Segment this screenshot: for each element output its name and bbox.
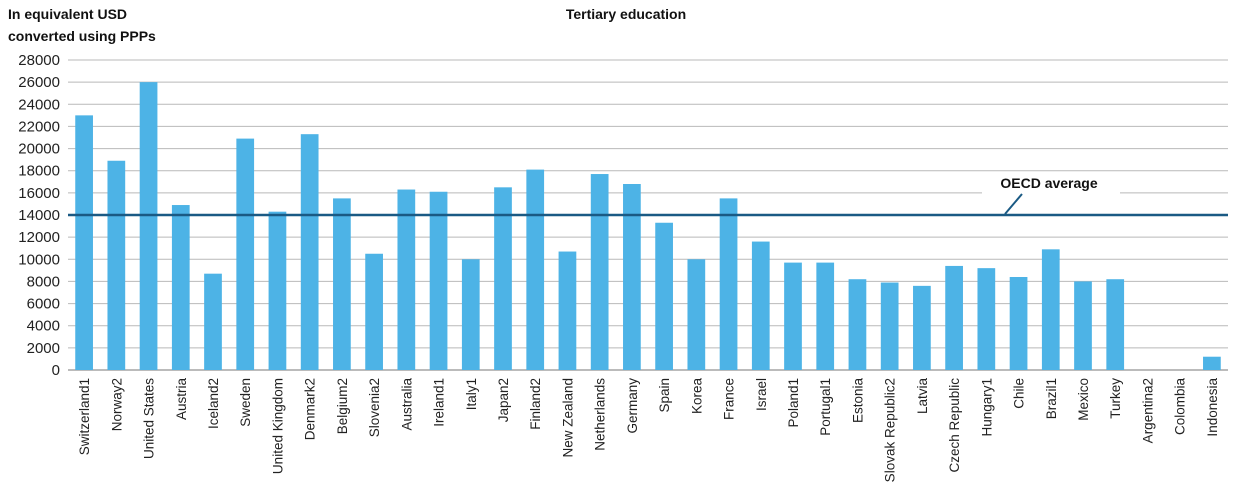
bar <box>365 253 383 370</box>
x-tick-label: Netherlands <box>593 378 608 451</box>
bar <box>268 211 287 370</box>
x-tick-label: Italy1 <box>464 378 479 410</box>
bar <box>75 115 93 370</box>
x-tick-label: Indonesia <box>1205 378 1220 437</box>
bar <box>558 251 577 370</box>
y-tick-label: 16000 <box>18 185 60 202</box>
oecd-average-label-background <box>982 172 1120 194</box>
bar <box>107 160 126 370</box>
x-tick-label: Poland1 <box>786 378 801 428</box>
y-tick-label: 22000 <box>18 118 60 135</box>
x-tick-label: France <box>722 378 737 420</box>
y-tick-label: 10000 <box>18 251 60 268</box>
bar <box>526 169 545 370</box>
bar <box>977 268 996 370</box>
x-tick-label: Chile <box>1012 378 1027 409</box>
y-tick-label: 14000 <box>18 207 60 224</box>
x-tick-label: United Kingdom <box>270 378 285 474</box>
x-tick-label: Sweden <box>238 378 253 427</box>
gridlines <box>68 59 1228 371</box>
y-axis-label-line-1: In equivalent USD <box>8 6 127 22</box>
x-tick-label: Belgium2 <box>335 378 350 434</box>
x-tick-label: Germany <box>625 378 640 434</box>
bar <box>139 82 158 371</box>
bar <box>1041 249 1060 370</box>
chart-title: Tertiary education <box>566 6 686 22</box>
y-tick-label: 4000 <box>27 318 60 335</box>
bar <box>1009 277 1028 370</box>
bar <box>687 259 706 370</box>
bars <box>75 82 1221 371</box>
bar <box>655 222 673 370</box>
bar <box>590 174 609 370</box>
bar <box>784 262 802 370</box>
y-tick-label: 28000 <box>18 52 60 69</box>
bar <box>236 138 255 370</box>
bar <box>1074 281 1092 370</box>
y-tick-label: 8000 <box>27 273 60 290</box>
x-tick-label: Slovenia2 <box>367 378 382 437</box>
x-tick-labels: Switzerland1 Norway2 United States Austria I… <box>77 378 1220 483</box>
x-tick-label: United States <box>142 378 157 459</box>
bar <box>816 262 835 370</box>
oecd-average-label: OECD average <box>1000 175 1097 191</box>
bar <box>945 265 963 370</box>
x-tick-label: Finland2 <box>528 378 543 430</box>
y-tick-label: 18000 <box>18 163 60 180</box>
y-tick-label: 20000 <box>18 141 60 158</box>
x-tick-label: Hungary1 <box>979 378 994 437</box>
bar <box>913 285 931 370</box>
oecd-average-pointer <box>1004 193 1023 215</box>
y-tick-label: 2000 <box>27 340 60 357</box>
bar <box>1106 279 1125 370</box>
bar <box>300 134 319 370</box>
y-tick-label: 6000 <box>27 296 60 313</box>
x-tick-label: Japan2 <box>496 378 511 422</box>
y-tick-labels: 0 2000 4000 6000 8000 10000 12000 14000 16000 180… <box>18 52 60 379</box>
bar <box>171 205 190 370</box>
x-tick-label: Portugal1 <box>818 378 833 436</box>
x-tick-label: Latvia <box>915 378 930 415</box>
x-tick-label: Brazil1 <box>1044 378 1059 419</box>
x-tick-label: Turkey <box>1108 378 1123 419</box>
x-tick-label: Iceland2 <box>206 378 221 429</box>
x-tick-label: Argentina2 <box>1140 378 1155 443</box>
bar <box>461 259 480 370</box>
bar <box>429 191 448 370</box>
x-tick-label: Israel <box>754 378 769 411</box>
x-tick-label: Ireland1 <box>432 378 447 427</box>
bar <box>333 198 351 370</box>
x-tick-label: Korea <box>689 378 704 415</box>
bar <box>397 189 416 370</box>
x-tick-label: Czech Republic <box>947 378 962 473</box>
bar <box>204 273 222 370</box>
y-tick-label: 0 <box>52 362 60 379</box>
x-tick-label: Colombia <box>1173 378 1188 436</box>
x-tick-label: Estonia <box>850 378 865 424</box>
bar <box>623 184 641 370</box>
y-tick-label: 12000 <box>18 229 60 246</box>
bar <box>1203 356 1221 370</box>
y-axis-label-line-2: converted using PPPs <box>8 28 156 44</box>
x-tick-label: Denmark2 <box>303 378 318 440</box>
y-tick-label: 26000 <box>18 74 60 91</box>
bar <box>880 282 899 370</box>
x-tick-label: Slovak Republic2 <box>883 378 898 482</box>
bar <box>719 198 738 370</box>
y-tick-label: 24000 <box>18 96 60 113</box>
bar <box>848 279 867 370</box>
bar <box>494 187 512 370</box>
x-tick-label: Norway2 <box>109 378 124 431</box>
x-tick-label: Mexico <box>1076 378 1091 421</box>
oecd-average-group: OECD average <box>68 172 1228 217</box>
x-tick-label: Australia <box>399 378 414 431</box>
x-tick-label: Spain <box>657 378 672 413</box>
x-tick-label: New Zealand <box>560 378 575 458</box>
bar <box>751 241 770 370</box>
x-tick-label: Austria <box>174 378 189 421</box>
x-tick-label: Switzerland1 <box>77 378 92 455</box>
